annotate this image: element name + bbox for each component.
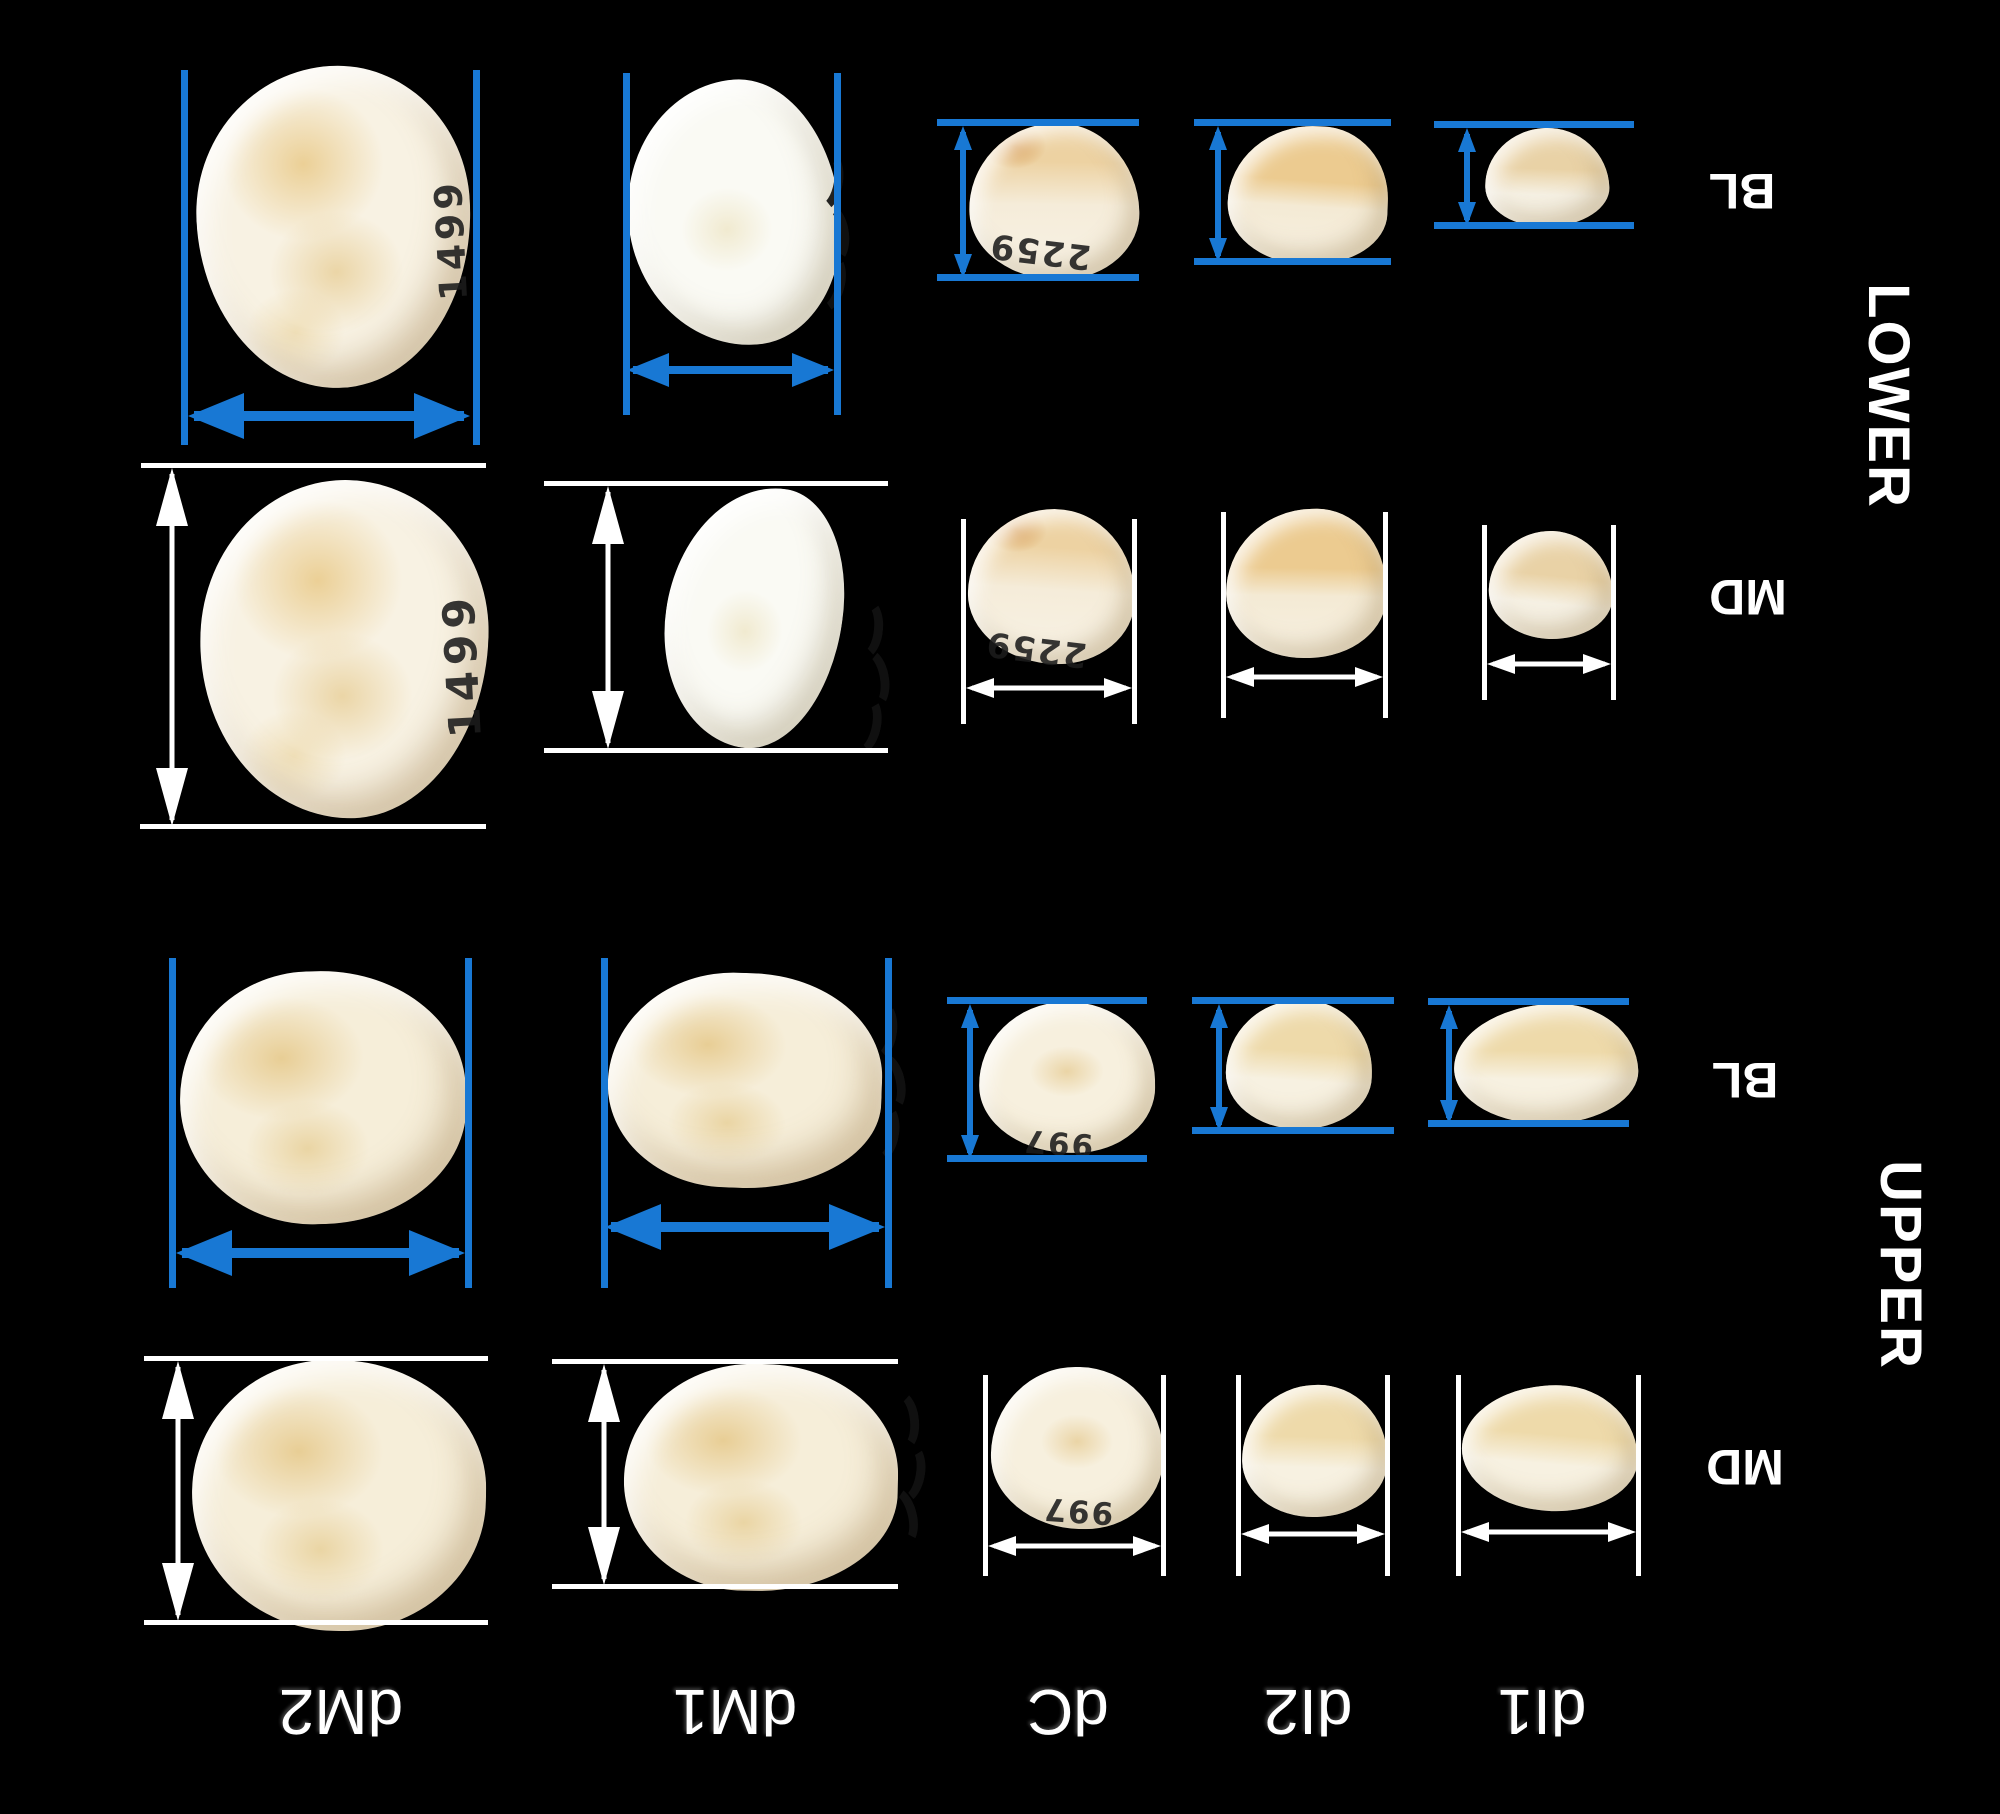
md-width-arrow-dc [966,677,1132,699]
measure-line-right [885,958,892,1288]
measure-line-left [983,1375,988,1576]
md-width-arrow-di1 [1461,1521,1636,1543]
measure-line-top [144,1356,488,1361]
md-height-arrow-dm1 [587,1364,621,1585]
measure-line-bottom [1194,258,1391,265]
col-label-dm1: dM1 [672,1676,798,1748]
md-height-arrow-dm2 [155,468,189,826]
measure-line-top [937,119,1139,126]
measure-line-top [1434,121,1634,128]
bl-width-arrow-dm2 [176,1229,465,1277]
measure-line-left [623,73,630,415]
col-label-di1: dI1 [1497,1676,1587,1748]
measure-line-bottom [1434,222,1634,229]
measure-line-left [961,519,966,724]
measure-line-right [1611,525,1616,700]
measure-line-top [1428,998,1629,1005]
measure-line-bottom [552,1584,898,1589]
measure-line-right [1161,1375,1166,1576]
measure-line-left [1482,525,1487,700]
measure-line-bottom [1428,1120,1629,1127]
bl-height-arrow-di2 [1208,1004,1229,1131]
measure-line-right [834,73,841,415]
md-height-arrow-dm2 [161,1361,195,1621]
measure-line-right [1132,519,1137,724]
col-label-dm2: dM2 [278,1676,404,1748]
measure-line-right [1383,512,1388,718]
col-label-dc: dC [1027,1676,1109,1748]
measure-line-left [1236,1375,1241,1576]
measure-line-left [1456,1375,1461,1576]
bl-height-arrow-dc [959,1004,980,1159]
measure-line-left [169,958,176,1288]
bl-height-arrow-di1 [1456,128,1477,226]
measure-line-top [1194,119,1391,126]
measure-line-bottom [937,274,1139,281]
measure-line-bottom [144,1620,488,1625]
measure-line-bottom [544,748,888,753]
measure-line-top [947,997,1147,1004]
md-height-arrow-dm1 [591,486,625,749]
col-label-di2: dI2 [1263,1676,1353,1748]
measure-line-left [1221,512,1226,718]
md-width-arrow-di1 [1487,653,1611,675]
bl-width-arrow-dm1 [605,1203,885,1251]
measure-line-bottom [947,1155,1147,1162]
measure-line-left [601,958,608,1288]
md-width-arrow-di2 [1241,1523,1385,1545]
bl-height-arrow-dc [952,126,973,278]
measure-line-top [141,463,486,468]
measure-line-right [1385,1375,1390,1576]
measure-line-left [181,70,188,445]
bl-height-arrow-di2 [1207,126,1228,262]
measure-line-top [552,1359,898,1364]
measure-line-top [544,481,888,486]
measure-line-top [1192,997,1394,1004]
measure-line-right [473,70,480,445]
measure-line-right [465,958,472,1288]
bl-width-arrow-dm2 [188,392,470,440]
md-width-arrow-dc [988,1535,1161,1557]
md-width-arrow-di2 [1226,666,1383,688]
measure-line-bottom [1192,1127,1394,1134]
measure-line-right [1636,1375,1641,1576]
bl-height-arrow-di1 [1438,1005,1459,1124]
measure-line-bottom [140,824,486,829]
bl-width-arrow-dm1 [627,352,834,388]
